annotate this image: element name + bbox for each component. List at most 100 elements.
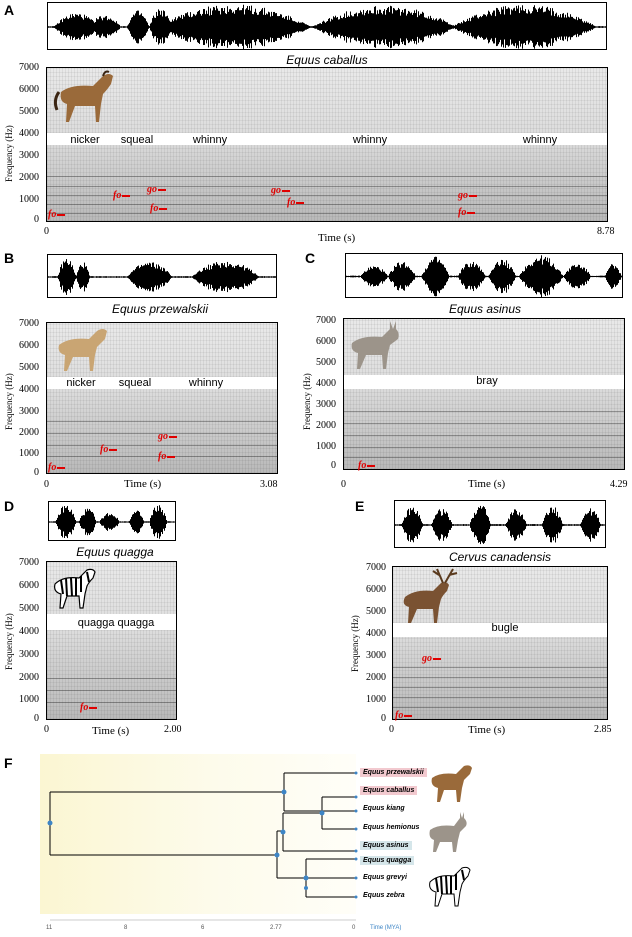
waveform-sample: [108, 516, 109, 528]
waveform-sample: [573, 265, 574, 288]
waveform-sample: [173, 21, 174, 33]
waveform-sample: [374, 266, 375, 287]
waveform-sample: [450, 24, 451, 30]
waveform-sample: [575, 267, 576, 286]
waveform-sample: [62, 506, 63, 538]
waveform-sample: [129, 274, 130, 280]
waveform-sample: [404, 9, 405, 45]
waveform-sample: [360, 275, 361, 278]
waveform-sample: [530, 524, 531, 526]
waveform-sample: [102, 20, 103, 34]
waveform-sample: [245, 9, 246, 45]
waveform-sample: [113, 276, 114, 278]
waveform-sample: [85, 266, 86, 288]
waveform-sample: [397, 263, 398, 290]
waveform-sample: [576, 16, 577, 38]
waveform-sample: [461, 22, 462, 32]
waveform-sample: [119, 24, 120, 30]
waveform-sample: [68, 19, 69, 35]
waveform-sample: [452, 524, 453, 526]
waveform-sample: [169, 273, 170, 281]
waveform-sample: [68, 264, 69, 290]
waveform-sample: [295, 21, 296, 33]
panel-f-letter: F: [4, 755, 13, 771]
waveform-sample: [155, 268, 156, 286]
waveform-sample: [132, 17, 133, 37]
waveform-sample: [252, 273, 253, 281]
waveform-sample: [259, 276, 260, 278]
waveform-sample: [308, 25, 309, 29]
waveform-sample: [226, 267, 227, 287]
waveform-sample: [437, 262, 438, 291]
waveform-sample: [429, 18, 430, 36]
waveform-sample: [519, 275, 520, 278]
waveform-sample: [267, 276, 268, 278]
waveform-sample: [161, 267, 162, 287]
waveform-sample: [528, 9, 529, 45]
waveform-sample: [262, 276, 263, 278]
waveform-sample: [77, 272, 78, 282]
waveform-sample: [82, 266, 83, 288]
waveform-sample: [436, 256, 437, 297]
waveform-sample: [264, 276, 265, 278]
horse-icon: [58, 329, 107, 371]
waveform-sample: [425, 524, 426, 526]
waveform-sample: [303, 22, 304, 32]
waveform-sample: [484, 274, 485, 279]
waveform-sample: [195, 15, 196, 39]
waveform-sample: [137, 266, 138, 288]
waveform-sample: [149, 26, 150, 28]
waveform-sample: [595, 514, 596, 536]
horse-image: [51, 70, 121, 133]
waveform-sample: [107, 276, 108, 278]
waveform-sample: [354, 13, 355, 41]
waveform-sample: [160, 269, 161, 285]
waveform-sample: [117, 276, 118, 278]
waveform-sample: [265, 14, 266, 40]
waveform-sample: [617, 268, 618, 285]
waveform-sample: [399, 524, 400, 526]
waveform-sample: [211, 14, 212, 40]
waveform-sample: [466, 263, 467, 290]
waveform-sample: [268, 11, 269, 43]
waveform-sample: [69, 264, 70, 290]
waveform-sample: [569, 524, 570, 526]
waveform-sample: [187, 276, 188, 278]
waveform-sample: [553, 11, 554, 43]
waveform-sample: [123, 276, 124, 278]
waveform-sample: [530, 13, 531, 41]
waveform-sample: [583, 267, 584, 286]
waveform-sample: [288, 15, 289, 39]
waveform-sample: [428, 265, 429, 288]
waveform-sample: [374, 6, 375, 48]
waveform-sample: [501, 7, 502, 47]
waveform-sample: [242, 266, 243, 288]
waveform-sample: [371, 13, 372, 41]
waveform-sample: [143, 520, 144, 524]
waveform-sample: [82, 18, 83, 36]
waveform-sample: [147, 22, 148, 32]
waveform-sample: [579, 264, 580, 289]
waveform-sample: [459, 273, 460, 280]
waveform-sample: [495, 16, 496, 38]
waveform-sample: [391, 6, 392, 48]
waveform-sample: [598, 517, 599, 533]
waveform-sample: [382, 269, 383, 284]
waveform-sample: [162, 271, 163, 283]
waveform-sample: [555, 269, 556, 284]
waveform-sample: [485, 275, 486, 278]
waveform-sample: [430, 524, 431, 526]
waveform-sample: [191, 17, 192, 37]
waveform-sample: [518, 5, 519, 49]
c-xlabel: Time (s): [468, 478, 506, 490]
waveform-sample: [64, 506, 65, 538]
panel-c-spectrogram: [343, 318, 625, 470]
waveform-sample: [188, 15, 189, 39]
waveform-sample: [96, 276, 97, 278]
waveform-sample: [262, 8, 263, 46]
waveform-sample: [505, 6, 506, 48]
waveform-sample: [56, 276, 57, 278]
waveform-sample: [522, 5, 523, 49]
waveform-sample: [202, 13, 203, 41]
waveform-sample: [197, 11, 198, 43]
